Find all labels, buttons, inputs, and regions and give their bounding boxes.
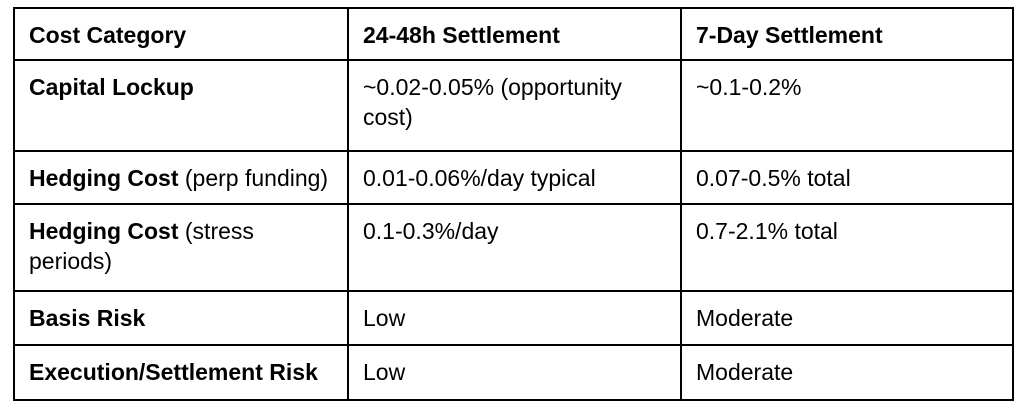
category-name: Basis Risk [29,305,146,331]
settlement-24-48h-cell: Low [347,290,682,346]
header-cost-category: Cost Category [13,7,349,61]
table-row-hedging-cost-stress-periods: Hedging Cost (stress periods) 0.1-0.3%/d… [13,203,1014,292]
settlement-24-48h-cell: 0.01-0.06%/day typical [347,150,682,205]
category-qualifier: (perp funding) [178,165,329,191]
category-name: Capital Lockup [29,74,194,100]
document-table-container: Cost Category 24-48h Settlement 7-Day Se… [13,7,1014,401]
table-row-capital-lockup: Capital Lockup ~0.02-0.05% (opportunity … [13,59,1014,152]
cost-category-cell: Basis Risk [13,290,349,346]
settlement-7-day-cell: 0.7-2.1% total [680,203,1014,292]
settlement-7-day-cell: 0.07-0.5% total [680,150,1014,205]
settlement-7-day-cell: Moderate [680,290,1014,346]
table-row-basis-risk: Basis Risk Low Moderate [13,290,1014,346]
cost-category-cell: Hedging Cost (stress periods) [13,203,349,292]
category-name: Hedging Cost [29,165,179,191]
cost-category-cell: Capital Lockup [13,59,349,152]
settlement-24-48h-cell: 0.1-0.3%/day [347,203,682,292]
settlement-cost-comparison-table: Cost Category 24-48h Settlement 7-Day Se… [13,7,1014,401]
settlement-7-day-cell: Moderate [680,344,1014,401]
settlement-7-day-cell: ~0.1-0.2% [680,59,1014,152]
settlement-24-48h-cell: ~0.02-0.05% (opportunity cost) [347,59,682,152]
settlement-24-48h-cell: Low [347,344,682,401]
category-name: Execution/Settlement Risk [29,359,318,385]
category-name: Hedging Cost [29,218,179,244]
category-qualifier: (stress periods) [29,218,254,274]
table-row-execution-settlement-risk: Execution/Settlement Risk Low Moderate [13,344,1014,401]
header-24-48h-settlement: 24-48h Settlement [347,7,682,61]
table-row-hedging-cost-perp-funding: Hedging Cost (perp funding) 0.01-0.06%/d… [13,150,1014,205]
cost-category-cell: Execution/Settlement Risk [13,344,349,401]
cost-category-cell: Hedging Cost (perp funding) [13,150,349,205]
header-7-day-settlement: 7-Day Settlement [680,7,1014,61]
table-header-row: Cost Category 24-48h Settlement 7-Day Se… [13,7,1014,61]
